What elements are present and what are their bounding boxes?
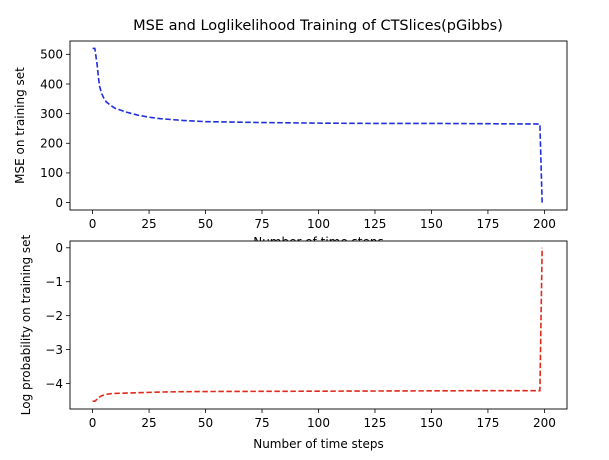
x-tick-label: 25	[141, 217, 156, 231]
series-line-0-0	[92, 47, 543, 203]
x-tick-label: 100	[307, 217, 330, 231]
x-tick-label: 50	[198, 416, 213, 430]
x-tick-label: 150	[420, 217, 443, 231]
y-axis-label: Log probability on training set	[19, 234, 33, 415]
x-tick-label: 75	[254, 416, 269, 430]
x-tick-label: 175	[476, 217, 499, 231]
y-tick-label: −2	[45, 309, 63, 323]
x-tick-label: 0	[89, 217, 97, 231]
x-tick-label: 150	[420, 416, 443, 430]
y-tick-label: −1	[45, 275, 63, 289]
series-line-1-0	[92, 247, 543, 402]
x-tick-label: 200	[533, 416, 556, 430]
x-tick-label: 100	[307, 416, 330, 430]
x-tick-label: 25	[141, 416, 156, 430]
axes-frame-1	[69, 240, 568, 410]
y-tick-label: 300	[40, 107, 63, 121]
y-tick-label: 0	[55, 241, 63, 255]
loglik-panel: 0 25 50 75 100 125 150 175 200 −4 −3 −2 −1 0 Number of…	[19, 234, 568, 451]
mse-panel: 02550751001251501752000100200300400500Nu…	[13, 40, 568, 249]
x-tick-label: 175	[476, 416, 499, 430]
x-tick-label: 0	[89, 416, 97, 430]
x-tick-label: 50	[198, 217, 213, 231]
y-tick-label: 100	[40, 166, 63, 180]
x-tick-label: 200	[533, 217, 556, 231]
x-tick-label: 75	[254, 217, 269, 231]
y-axis-label: MSE on training set	[13, 67, 27, 184]
y-tick-label: −3	[45, 343, 63, 357]
y-tick-label: 200	[40, 137, 63, 151]
x-tick-label: 125	[364, 217, 387, 231]
y-tick-label: 0	[55, 196, 63, 210]
chart-title: MSE and Loglikelihood Training of CTSlic…	[133, 18, 503, 34]
x-tick-label: 125	[364, 416, 387, 430]
x-axis-label: Number of time steps	[253, 437, 384, 451]
y-tick-label: 400	[40, 77, 63, 91]
axes-overlap-mask	[70, 241, 567, 250]
axes-frame-0	[69, 40, 568, 211]
y-tick-label: 500	[40, 48, 63, 62]
y-tick-label: −4	[45, 377, 63, 391]
